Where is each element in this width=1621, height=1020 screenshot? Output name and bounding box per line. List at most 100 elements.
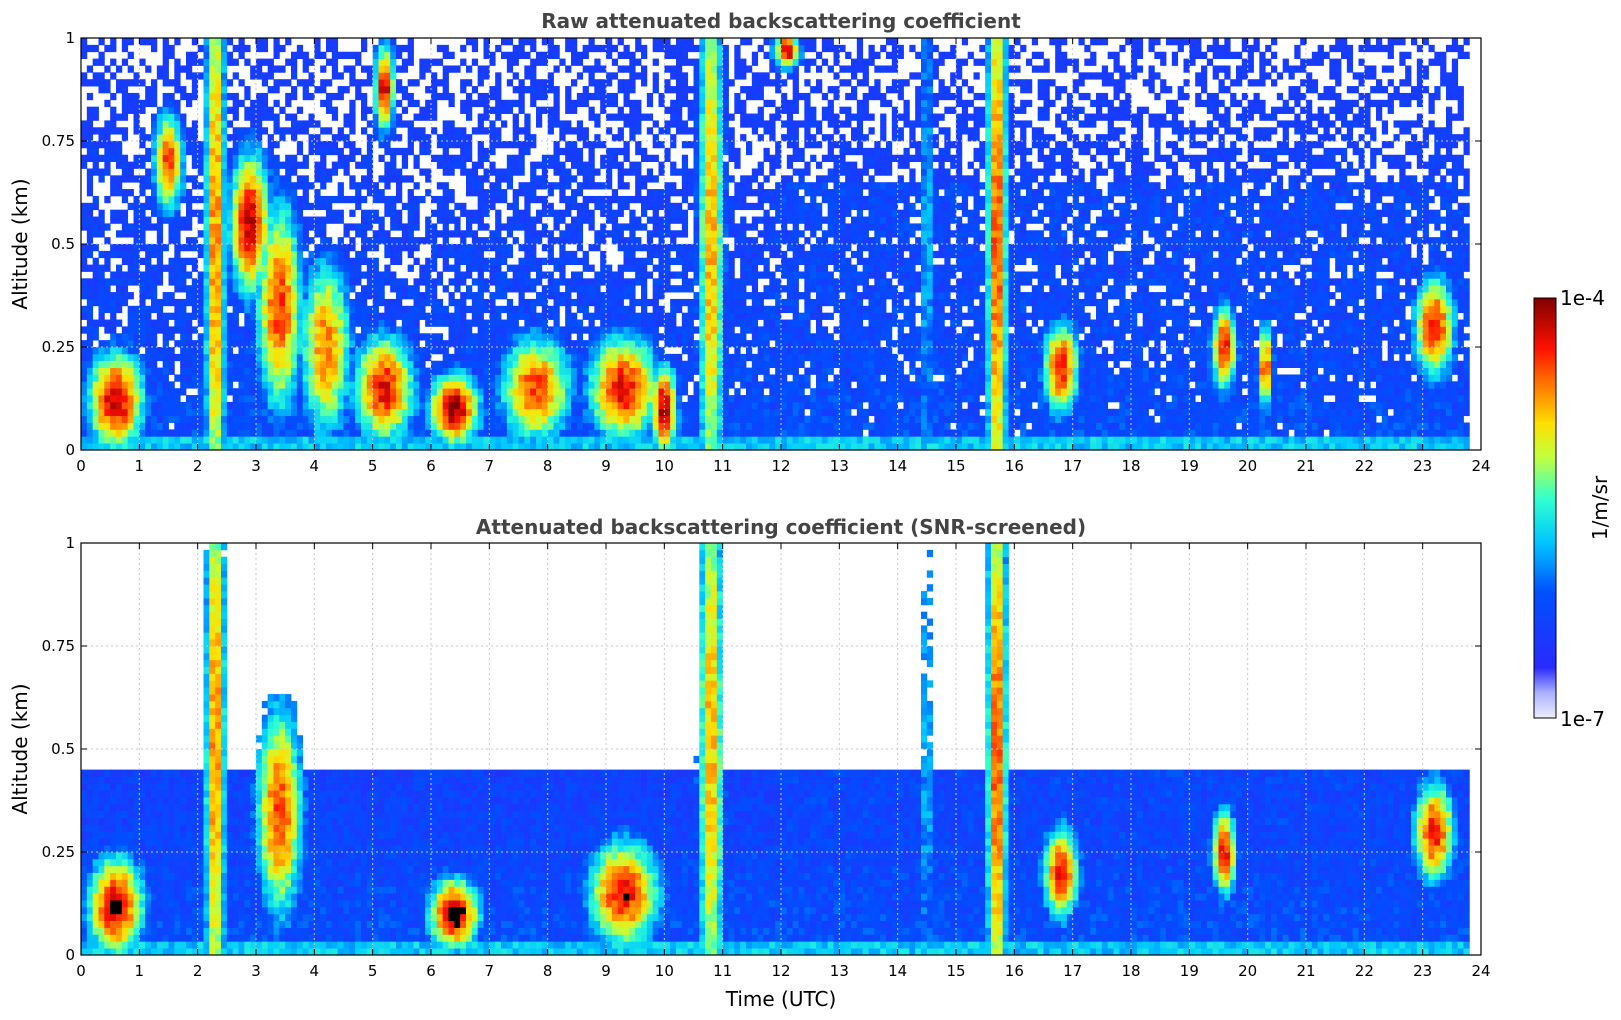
heatmap-cell xyxy=(431,305,438,314)
heatmap-cell xyxy=(699,415,706,423)
heatmap-cell xyxy=(407,237,414,245)
heatmap-cell xyxy=(699,305,706,314)
heatmap-cell xyxy=(273,443,280,450)
heatmap-cell xyxy=(244,395,251,403)
heatmap-cell xyxy=(687,436,694,444)
heatmap-cell xyxy=(81,154,88,162)
heatmap-cell xyxy=(331,216,339,224)
heatmap-cell xyxy=(425,168,432,176)
heatmap-cell xyxy=(524,367,531,375)
heatmap-cell xyxy=(553,292,560,300)
heatmap-cell xyxy=(285,38,292,46)
heatmap-cell xyxy=(221,195,228,204)
heatmap-cell xyxy=(273,223,280,231)
heatmap-cell xyxy=(186,340,193,348)
heatmap-cell xyxy=(536,415,543,423)
heatmap-cell xyxy=(524,195,531,204)
heatmap-cell xyxy=(110,436,117,444)
heatmap-cell xyxy=(664,312,671,320)
heatmap-cell xyxy=(92,168,99,176)
heatmap-cell xyxy=(267,237,274,245)
heatmap-cell xyxy=(133,175,140,183)
heatmap-cell xyxy=(256,415,263,423)
heatmap-cell xyxy=(151,127,158,135)
heatmap-cell xyxy=(588,195,595,204)
heatmap-cell xyxy=(646,374,654,382)
heatmap-cell xyxy=(641,388,648,396)
heatmap-cell xyxy=(448,374,455,382)
heatmap-cell xyxy=(180,429,187,437)
heatmap-cell xyxy=(326,92,333,101)
heatmap-cell xyxy=(501,257,508,265)
heatmap-cell xyxy=(156,120,164,128)
heatmap-cell xyxy=(699,443,706,450)
heatmap-cell xyxy=(372,244,379,252)
heatmap-cell xyxy=(693,367,700,375)
heatmap-cell xyxy=(209,106,216,114)
heatmap-cell xyxy=(658,257,665,265)
heatmap-cell xyxy=(180,134,187,142)
heatmap-cell xyxy=(594,353,601,362)
heatmap-cell xyxy=(256,182,263,190)
heatmap-cell xyxy=(320,347,327,355)
heatmap-cell xyxy=(413,99,420,108)
heatmap-cell xyxy=(174,141,181,149)
heatmap-cell xyxy=(641,257,648,265)
heatmap-cell xyxy=(256,134,263,142)
heatmap-cell xyxy=(296,237,304,245)
heatmap-cell xyxy=(547,244,554,252)
heatmap-cell xyxy=(226,278,234,286)
heatmap-cell xyxy=(221,347,228,355)
heatmap-cell xyxy=(267,395,274,403)
heatmap-cell xyxy=(693,257,700,265)
heatmap-cell xyxy=(186,292,193,300)
heatmap-cell xyxy=(127,175,134,183)
heatmap-cell xyxy=(267,264,274,272)
heatmap-cell xyxy=(81,44,88,53)
heatmap-cell xyxy=(495,395,502,403)
heatmap-cell xyxy=(244,298,251,307)
heatmap-cell xyxy=(676,189,683,197)
heatmap-cell xyxy=(378,58,385,66)
heatmap-cell xyxy=(261,195,269,204)
heatmap-cell xyxy=(104,154,111,162)
heatmap-cell xyxy=(180,360,187,368)
heatmap-cell xyxy=(582,312,589,320)
heatmap-cell xyxy=(413,360,420,368)
heatmap-cell xyxy=(664,388,671,396)
heatmap-cell xyxy=(296,271,304,279)
heatmap-cell xyxy=(489,436,496,444)
heatmap-cell xyxy=(139,182,146,190)
heatmap-cell xyxy=(197,422,204,430)
heatmap-cell xyxy=(553,408,560,417)
heatmap-cell xyxy=(238,408,245,417)
heatmap-cell xyxy=(652,367,659,375)
heatmap-cell xyxy=(471,189,479,197)
heatmap-cell xyxy=(221,147,228,156)
heatmap-cell xyxy=(512,422,519,430)
heatmap-cell xyxy=(232,99,239,108)
heatmap-cell xyxy=(337,347,344,355)
heatmap-cell xyxy=(489,202,496,211)
heatmap-cell xyxy=(676,381,683,389)
heatmap-cell xyxy=(477,120,484,128)
heatmap-cell xyxy=(372,381,379,389)
heatmap-cell xyxy=(571,401,578,410)
heatmap-cell xyxy=(483,202,490,211)
heatmap-cell xyxy=(419,147,426,156)
heatmap-cell xyxy=(442,161,449,169)
heatmap-cell xyxy=(279,134,286,142)
heatmap-cell xyxy=(215,436,222,444)
heatmap-cell xyxy=(576,244,584,252)
heatmap-cell xyxy=(326,367,333,375)
heatmap-cell xyxy=(180,141,187,149)
heatmap-cell xyxy=(460,134,467,142)
heatmap-cell xyxy=(133,99,140,108)
heatmap-cell xyxy=(664,106,671,114)
heatmap-cell xyxy=(384,278,391,286)
heatmap-cell xyxy=(448,422,455,430)
heatmap-cell xyxy=(641,264,648,272)
heatmap-cell xyxy=(151,86,158,94)
heatmap-cell xyxy=(559,388,566,396)
heatmap-cell xyxy=(145,415,152,423)
